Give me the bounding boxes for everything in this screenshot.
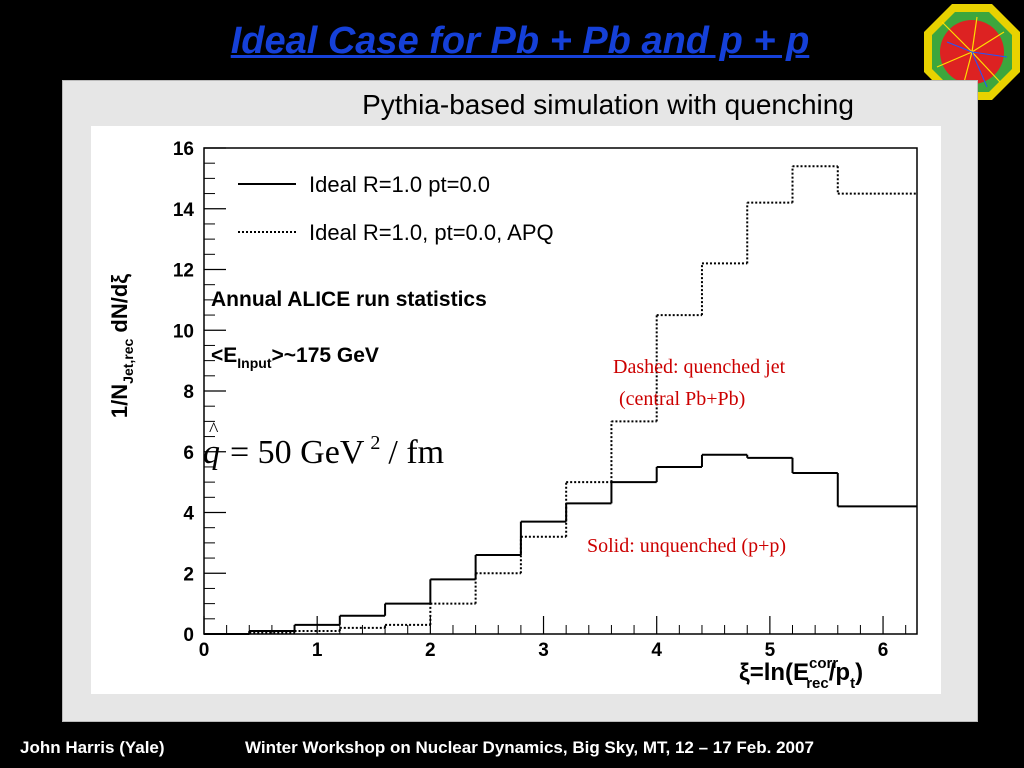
x-tick-label: 1	[312, 640, 323, 661]
y-tick-label: 0	[183, 625, 194, 646]
y-tick-label: 10	[173, 321, 194, 342]
y-tick-label: 14	[173, 200, 195, 221]
x-tick-label: 3	[538, 640, 549, 661]
y-tick-label: 2	[183, 564, 194, 585]
plot-box: 0 2 4 6 8 10 12 14 16 0 1 2 3 4 5 6 Ideal R=1.0 pt=0.0 …	[91, 126, 941, 694]
legend-dotted-label: Ideal R=1.0, pt=0.0, APQ	[309, 220, 554, 245]
y-tick-label: 12	[173, 261, 194, 282]
x-tick-label: 6	[878, 640, 889, 661]
x-tick-label: 0	[199, 640, 210, 661]
alice-logo-icon	[924, 4, 1020, 100]
chart-panel: Pythia-based simulation with quenching 0…	[62, 80, 978, 722]
dashed-annotation-2: (central Pb+Pb)	[619, 388, 745, 410]
y-tick-label: 16	[173, 139, 194, 160]
x-tick-label: 4	[651, 640, 662, 661]
chart-subtitle: Pythia-based simulation with quenching	[362, 89, 854, 120]
qhat-formula: q = 50 GeV 2/ fm	[203, 432, 444, 471]
x-axis-label: ξ=ln(Ecorr rec/pt)	[739, 655, 863, 692]
stats-line-1: Annual ALICE run statistics	[211, 288, 487, 311]
qhat-hat: ^	[209, 419, 219, 441]
y-tick-label: 8	[183, 382, 194, 403]
x-tick-label: 2	[425, 640, 436, 661]
y-tick-label: 4	[183, 504, 194, 525]
footer-author: John Harris (Yale)	[20, 738, 165, 757]
series-unquenched	[204, 453, 917, 635]
y-tick-label: 6	[183, 443, 194, 464]
solid-annotation: Solid: unquenched (p+p)	[587, 535, 786, 557]
series-quenched	[204, 165, 917, 635]
slide-title: Ideal Case for Pb + Pb and p + p	[230, 20, 810, 62]
dashed-annotation-1: Dashed: quenched jet	[613, 356, 786, 378]
x-tick-label: 5	[765, 640, 776, 661]
legend-solid-label: Ideal R=1.0 pt=0.0	[309, 172, 490, 197]
stats-line-2: <EInput>~175 GeV	[211, 344, 379, 371]
y-axis-label: 1/NJet,rec dN/dξ	[107, 274, 136, 418]
footer-event: Winter Workshop on Nuclear Dynamics, Big…	[245, 738, 814, 757]
